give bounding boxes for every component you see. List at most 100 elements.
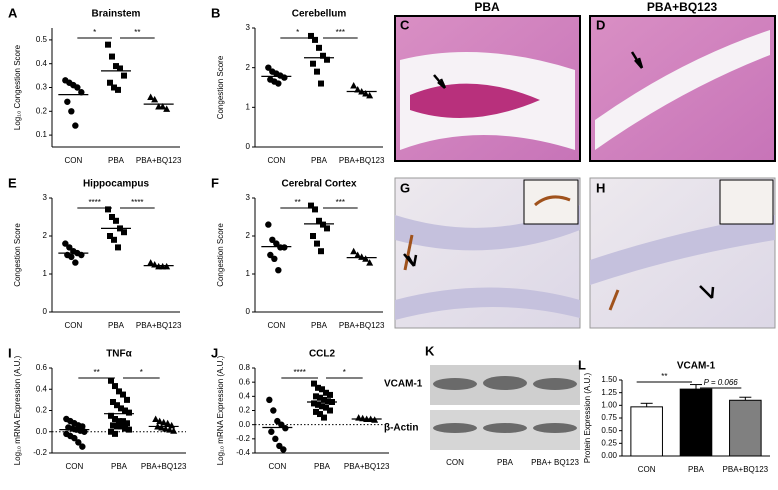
inset: [719, 179, 774, 225]
y-tick-label: 0.8: [239, 363, 251, 372]
dot: [359, 414, 367, 422]
dot: [327, 407, 333, 414]
dot: [112, 430, 118, 437]
x-tick-label: CON: [65, 462, 83, 471]
dot: [275, 80, 282, 87]
dot: [156, 417, 164, 425]
panel-letter: C: [400, 17, 410, 32]
y-tick-label: 0.0: [239, 420, 251, 429]
blot-row-label: β-Actin: [384, 423, 418, 434]
panel-letter: H: [596, 180, 605, 195]
significance-label: ****: [293, 368, 305, 377]
dot: [115, 244, 121, 251]
dot: [107, 233, 113, 239]
dot: [320, 52, 326, 59]
dot: [316, 44, 322, 51]
dot: [325, 398, 331, 405]
dot: [281, 244, 288, 251]
dot: [105, 206, 111, 213]
bar: [630, 406, 663, 457]
dot: [117, 65, 123, 72]
y-tick-label: 3: [43, 193, 48, 202]
dot: [324, 225, 330, 232]
dot: [317, 411, 323, 418]
dot: [350, 82, 358, 89]
significance-label: ***: [336, 198, 345, 207]
dot: [79, 443, 86, 450]
y-tick-label: 3: [246, 193, 251, 202]
y-tick-label: 1: [43, 269, 48, 278]
x-tick-label: PBA: [314, 462, 331, 471]
y-tick-label: 1: [246, 102, 251, 111]
dot: [71, 434, 78, 442]
dot: [122, 425, 128, 432]
dot: [314, 240, 320, 247]
dot: [126, 409, 132, 416]
dot: [112, 383, 118, 390]
blot-row-label: VCAM-1: [384, 379, 423, 390]
y-axis-label: Protein Expression (A.U.): [583, 373, 592, 464]
significance-label: **: [295, 198, 301, 207]
dot: [268, 428, 275, 435]
dot: [350, 247, 358, 255]
tissue-band: [590, 215, 775, 285]
dot: [72, 122, 79, 129]
significance-label: **: [134, 28, 140, 37]
dot: [68, 108, 75, 115]
dot: [110, 422, 116, 429]
dot: [118, 405, 124, 412]
y-tick-label: 0: [246, 307, 251, 316]
chart-title: Brainstem: [92, 9, 141, 20]
dot: [324, 56, 330, 63]
dot: [72, 259, 79, 266]
dot: [111, 236, 117, 243]
tissue-band: [395, 287, 580, 320]
arrows: [403, 51, 715, 299]
dot: [152, 415, 160, 422]
y-axis-label: Log₁₀ mRNA Expression (A.U.): [13, 355, 22, 465]
x-tick-label: PBA+BQ123: [136, 321, 182, 330]
y-tick-label: 0: [43, 307, 48, 316]
dot: [319, 403, 325, 410]
dot: [362, 89, 370, 97]
dot: [366, 91, 374, 99]
dot: [313, 408, 319, 415]
dot: [319, 386, 325, 393]
dot: [74, 84, 81, 91]
dot: [308, 202, 314, 209]
dot: [108, 412, 114, 419]
x-tick-label: PBA: [311, 321, 328, 330]
dot: [321, 396, 327, 403]
significance-label: ****: [131, 198, 143, 207]
stained-vessel: [534, 195, 571, 207]
dot: [275, 267, 282, 274]
bar: [679, 388, 713, 457]
panel-letter: D: [596, 17, 605, 32]
y-tick-label: 0.4: [239, 391, 251, 400]
dot: [315, 401, 321, 408]
blot-bands: [433, 376, 577, 433]
dot: [280, 446, 287, 453]
x-tick-label: PBA+BQ123: [344, 462, 390, 471]
x-tick-label: PBA+BQ123: [339, 321, 385, 330]
dot: [362, 255, 370, 262]
dot: [273, 240, 280, 247]
dot: [323, 404, 329, 411]
y-tick-label: -0.2: [236, 434, 250, 443]
y-tick-label: 0.4: [36, 384, 48, 393]
dot: [310, 233, 316, 239]
dot: [320, 221, 326, 228]
y-axis-label: Log₁₀ Congestion Score: [13, 44, 22, 130]
x-tick-label: CON: [638, 465, 656, 474]
y-tick-label: 0.2: [36, 106, 48, 115]
y-axis-label: Congestion Score: [13, 223, 22, 287]
y-tick-label: -0.2: [33, 448, 47, 457]
dot: [113, 63, 119, 70]
x-tick-label: PBA: [688, 465, 705, 474]
dot: [120, 391, 126, 398]
dot: [124, 420, 130, 427]
dot: [110, 399, 116, 405]
panel-letter: E: [8, 175, 17, 190]
blot-lane-label: PBA: [497, 458, 514, 467]
y-tick-label: 0.1: [36, 130, 48, 139]
